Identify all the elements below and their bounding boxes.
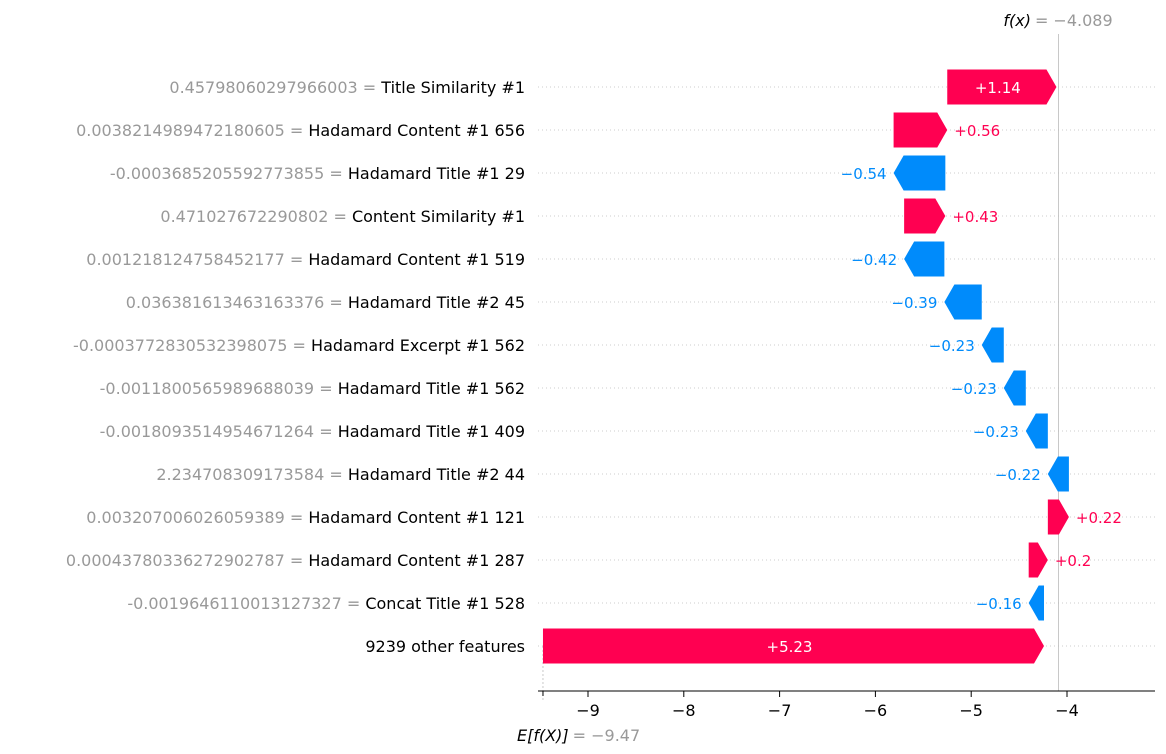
x-tick-label: −4 <box>1055 701 1079 720</box>
bar-value-label: −0.42 <box>851 251 897 269</box>
efx-label-name: E[f(X)] <box>517 726 569 745</box>
x-tick-label: −6 <box>864 701 888 720</box>
feature-value: 2.234708309173584 = <box>156 465 348 484</box>
feature-name: Hadamard Content #1 121 <box>308 508 525 527</box>
row-label: -0.0003685205592773855 = Hadamard Title … <box>110 164 525 183</box>
fx-label-name: f(x) <box>1003 11 1031 30</box>
bar-value-label: −0.22 <box>995 466 1041 484</box>
row-label: -0.0003772830532398075 = Hadamard Excerp… <box>73 336 525 355</box>
row-label: 2.234708309173584 = Hadamard Title #2 44 <box>156 465 525 484</box>
waterfall-bar <box>893 112 948 148</box>
waterfall-bar <box>1047 499 1069 535</box>
fx-label-value: = −4.089 <box>1035 11 1113 30</box>
x-tick-label: −9 <box>576 701 600 720</box>
row-label: 0.45798060297966003 = Title Similarity #… <box>169 78 525 97</box>
row-label: 0.471027672290802 = Content Similarity #… <box>160 207 525 226</box>
feature-name: Hadamard Content #1 287 <box>308 551 525 570</box>
x-tick-label: −5 <box>959 701 983 720</box>
feature-name: Content Similarity #1 <box>352 207 525 226</box>
bar-value-label: +5.23 <box>767 638 813 656</box>
feature-name: Hadamard Title #1 409 <box>338 422 525 441</box>
row-label: 0.036381613463163376 = Hadamard Title #2… <box>126 293 525 312</box>
feature-value: 0.0038214989472180605 = <box>76 121 308 140</box>
fx-label: f(x) = −4.089 <box>1003 11 1112 30</box>
waterfall-bar <box>893 155 946 191</box>
feature-name: Hadamard Content #1 656 <box>308 121 525 140</box>
bar-value-label: −0.23 <box>973 423 1019 441</box>
feature-value: 0.036381613463163376 = <box>126 293 348 312</box>
bar-value-label: −0.54 <box>841 165 887 183</box>
bar-value-label: −0.23 <box>951 380 997 398</box>
efx-label: E[f(X)] = −9.47 <box>517 726 640 745</box>
x-axis: −9 −8 −7 −6 −5 −4 <box>538 690 1155 720</box>
feature-value: 0.003207006026059389 = <box>86 508 308 527</box>
feature-name: Hadamard Title #1 29 <box>348 164 525 183</box>
waterfall-bar <box>1025 413 1048 449</box>
feature-value: -0.0018093514954671264 = <box>100 422 338 441</box>
feature-name: Hadamard Excerpt #1 562 <box>311 336 525 355</box>
feature-value: -0.0011800565989688039 = <box>100 379 338 398</box>
waterfall-bar <box>1028 585 1045 621</box>
feature-name: Hadamard Title #2 44 <box>348 465 525 484</box>
waterfall-bar <box>944 284 982 320</box>
row-label: -0.0018093514954671264 = Hadamard Title … <box>100 422 525 441</box>
efx-label-value: = −9.47 <box>573 726 641 745</box>
bar-value-label: +0.43 <box>952 208 998 226</box>
feature-value: 0.001218124758452177 = <box>86 250 308 269</box>
feature-value: -0.0003685205592773855 = <box>110 164 348 183</box>
bar-value-label: −0.39 <box>891 294 937 312</box>
waterfall-bar <box>1003 370 1026 406</box>
feature-name: Hadamard Content #1 519 <box>308 250 525 269</box>
waterfall-bar <box>542 628 1045 664</box>
row-label: 9239 other features <box>365 637 525 656</box>
row-label: 0.0038214989472180605 = Hadamard Content… <box>76 121 525 140</box>
x-tick-label: −8 <box>672 701 696 720</box>
waterfall-bar <box>904 198 946 234</box>
bar-value-label: +0.2 <box>1055 552 1091 570</box>
bar-value-label: −0.23 <box>929 337 975 355</box>
bar-value-label: −0.16 <box>976 595 1022 613</box>
bar-value-label: +0.56 <box>954 122 1000 140</box>
feature-name: 9239 other features <box>365 637 525 656</box>
waterfall-bar <box>1028 542 1048 578</box>
feature-name: Hadamard Title #1 562 <box>338 379 525 398</box>
row-label: -0.0011800565989688039 = Hadamard Title … <box>100 379 525 398</box>
waterfall-bar <box>947 69 1057 105</box>
feature-name: Concat Title #1 528 <box>365 594 525 613</box>
row-label: -0.0019646110013127327 = Concat Title #1… <box>127 594 525 613</box>
row-labels: 0.45798060297966003 = Title Similarity #… <box>66 78 525 656</box>
feature-value: 0.45798060297966003 = <box>169 78 381 97</box>
bar-value-label: +0.22 <box>1076 509 1122 527</box>
row-label: 0.003207006026059389 = Hadamard Content … <box>86 508 525 527</box>
bar-value-label: +1.14 <box>975 79 1021 97</box>
feature-value: 0.471027672290802 = <box>160 207 352 226</box>
waterfall-bar <box>1047 456 1069 492</box>
row-label: 0.001218124758452177 = Hadamard Content … <box>86 250 525 269</box>
waterfall-bar <box>981 327 1004 363</box>
contribution-bars: +1.14 +0.56 −0.54 +0.43 −0.42 −0.39 −0.23 −0.23… <box>542 69 1122 664</box>
waterfall-bar <box>904 241 945 277</box>
feature-name: Hadamard Title #2 45 <box>348 293 525 312</box>
feature-value: -0.0003772830532398075 = <box>73 336 311 355</box>
feature-value: 0.00043780336272902787 = <box>66 551 308 570</box>
x-tick-label: −7 <box>768 701 792 720</box>
feature-name: Title Similarity #1 <box>380 78 525 97</box>
feature-value: -0.0019646110013127327 = <box>127 594 365 613</box>
row-label: 0.00043780336272902787 = Hadamard Conten… <box>66 551 525 570</box>
